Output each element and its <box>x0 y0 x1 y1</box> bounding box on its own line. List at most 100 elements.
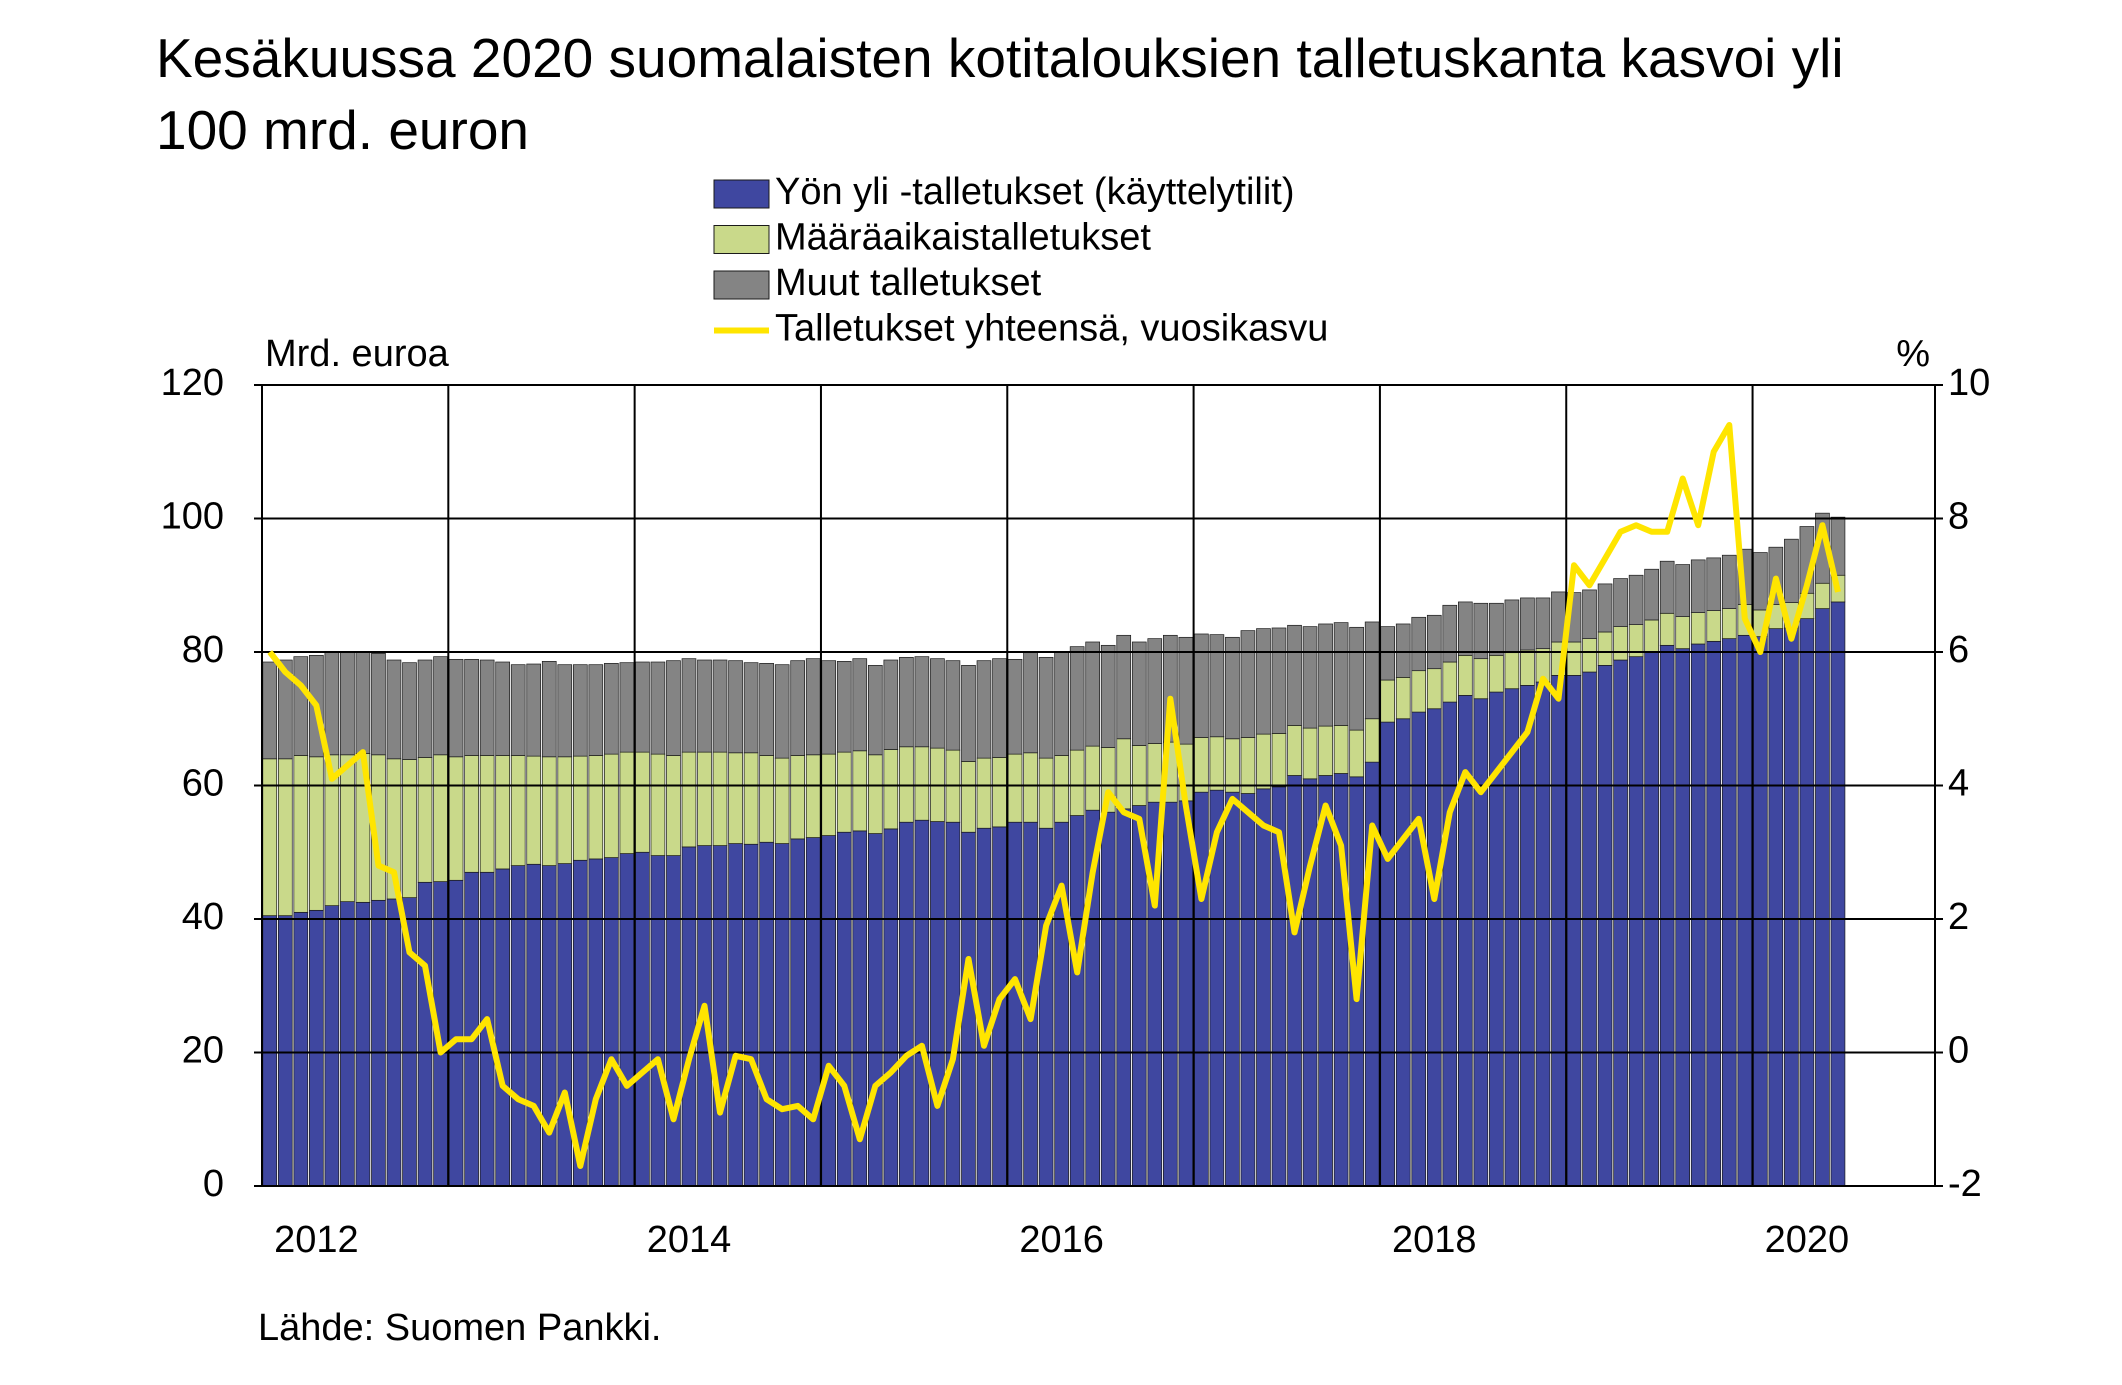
bar-segment <box>1318 623 1333 727</box>
bar-segment <box>1426 614 1442 670</box>
bar-segment <box>1069 749 1085 816</box>
bar-segment <box>666 660 681 756</box>
bar-segment <box>1007 753 1023 823</box>
bar-segment <box>309 909 324 1187</box>
y2-tick-label: 10 <box>1948 362 1990 404</box>
bar-segment <box>1069 646 1085 751</box>
bar-segment <box>899 656 914 748</box>
y2-tick-label: -2 <box>1948 1163 1982 1205</box>
y-tick-label: 40 <box>182 896 224 938</box>
bar-segment <box>666 755 681 856</box>
bar-segment <box>774 843 790 1187</box>
chart-title: Kesäkuussa 2020 suomalaisten kotitalouks… <box>156 27 1844 161</box>
x-tick-label: 2014 <box>647 1219 732 1261</box>
bar-segment <box>992 658 1007 758</box>
legend-label: Talletukset yhteensä, vuosikasvu <box>775 308 1328 350</box>
bar-segment <box>1395 718 1411 1187</box>
y-tick-label: 120 <box>161 362 224 404</box>
bar-segment <box>681 846 697 1187</box>
bar-segment <box>914 746 930 821</box>
bar-segment <box>262 661 278 760</box>
bar-segment <box>541 756 557 866</box>
bar-segment <box>790 838 805 1187</box>
bar-segment <box>1318 725 1333 776</box>
bar-segment <box>277 659 293 760</box>
bar-segment <box>1520 685 1535 1187</box>
bar-segment <box>1426 708 1442 1187</box>
bar-segment <box>1442 661 1458 703</box>
bar-segment <box>1069 815 1085 1187</box>
y2-axis-label: % <box>1896 333 1930 375</box>
bar-segment <box>1659 644 1675 1187</box>
bar-segment <box>1753 552 1768 611</box>
bar-segment <box>1582 671 1597 1187</box>
bar-segment <box>821 835 837 1187</box>
y2-tick-label: 6 <box>1948 629 1969 671</box>
bar-segment <box>1395 677 1411 720</box>
bar-segment <box>728 660 743 754</box>
bar-segment <box>1333 622 1349 726</box>
bar-segment <box>262 915 278 1187</box>
bar-segment <box>293 656 309 756</box>
bar-segment <box>1597 664 1613 1187</box>
bar-segment <box>1458 695 1473 1187</box>
source: Lähde: Suomen Pankki. <box>258 1307 662 1349</box>
bar-segment <box>526 663 542 757</box>
y-tick-label: 60 <box>182 763 224 805</box>
bar-segment <box>1364 621 1380 720</box>
y-tick-label: 0 <box>203 1163 224 1205</box>
legend-swatch <box>713 270 770 300</box>
bar-segment <box>867 833 883 1187</box>
bar-segment <box>759 841 774 1187</box>
bar-segment <box>1271 733 1287 788</box>
bar-segment <box>976 660 992 759</box>
y2-tick-label: 4 <box>1948 763 1969 805</box>
bar-segment <box>1225 636 1240 740</box>
bar-segment <box>510 865 526 1187</box>
bar-segment <box>1582 589 1597 639</box>
bar-segment <box>1721 608 1737 639</box>
bar-segment <box>697 751 712 846</box>
bar-segment <box>650 855 666 1187</box>
bar-segment <box>448 756 464 881</box>
bar-segment <box>1023 652 1038 754</box>
bar-segment <box>1535 681 1551 1187</box>
legend-swatch <box>713 225 770 254</box>
bar-segment <box>1395 623 1411 678</box>
bar-segment <box>1473 698 1489 1187</box>
bar-segment <box>867 754 883 834</box>
bar-segment <box>510 755 526 866</box>
bar-segment <box>1038 827 1054 1187</box>
bar-segment <box>774 757 790 844</box>
bar-segment <box>976 757 992 829</box>
bar-segment <box>1768 628 1784 1187</box>
bar-segment <box>1473 658 1489 700</box>
bar-segment <box>1675 648 1691 1187</box>
y2-tick-label: 2 <box>1948 896 1969 938</box>
bar-segment <box>1721 638 1737 1187</box>
bar-segment <box>557 756 573 864</box>
bar-segment <box>1830 516 1846 576</box>
bar-segment <box>1194 633 1209 738</box>
bar-segment <box>743 662 759 754</box>
bar-segment <box>899 821 914 1187</box>
legend-label: Muut talletukset <box>775 262 1042 304</box>
bar-segment <box>1659 560 1675 614</box>
bar-segment <box>1535 597 1551 650</box>
bar-segment <box>495 661 510 756</box>
bar-segment <box>1597 631 1613 666</box>
bar-segment <box>883 828 899 1187</box>
bar-segment <box>836 831 852 1187</box>
legend-label: Määräaikaistalletukset <box>775 217 1151 259</box>
bar-segment <box>852 658 868 752</box>
bar-segment <box>1147 743 1163 803</box>
bar-segment <box>790 660 805 756</box>
y-tick-label: 100 <box>161 496 224 538</box>
bar-segment <box>588 858 604 1187</box>
bar-segment <box>324 905 340 1187</box>
bar-segment <box>604 857 619 1187</box>
bar-segment <box>495 868 510 1187</box>
bar-segment <box>1582 638 1597 673</box>
bar-segment <box>1644 619 1659 653</box>
